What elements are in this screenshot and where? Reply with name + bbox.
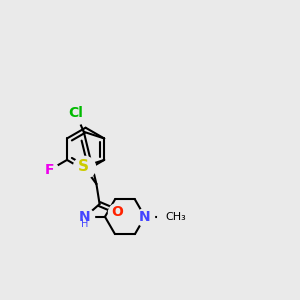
Text: N: N [79,210,91,224]
Text: H: H [81,219,88,229]
Text: CH₃: CH₃ [165,212,186,222]
Text: S: S [78,159,89,174]
Text: Cl: Cl [68,106,83,120]
Text: N: N [139,210,151,224]
Text: O: O [111,205,123,219]
Text: F: F [45,163,54,177]
